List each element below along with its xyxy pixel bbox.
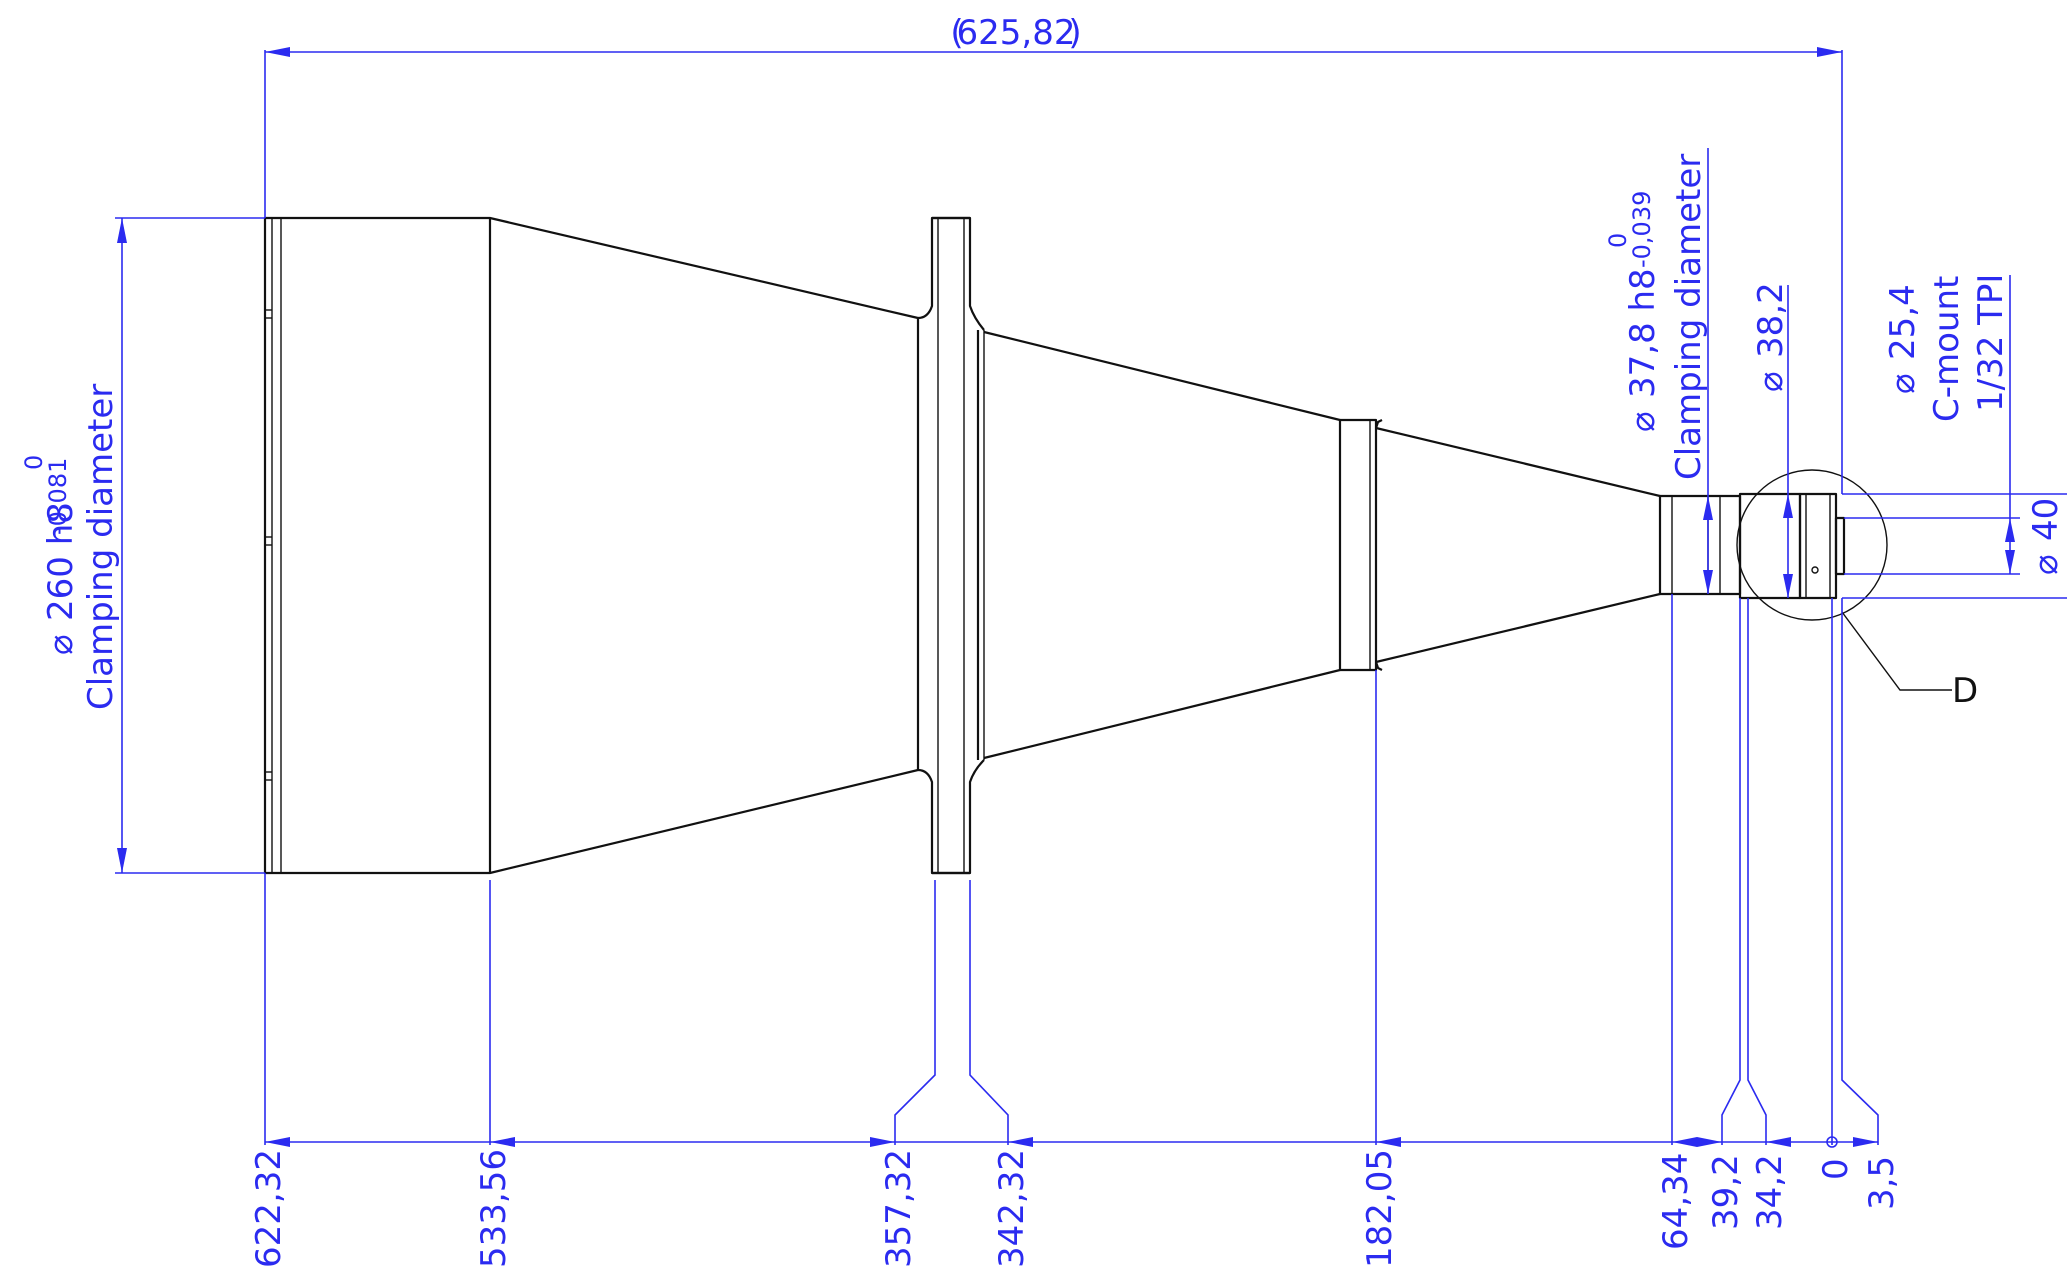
- position-label: 3,5: [1862, 1156, 1902, 1210]
- main-diameter-tol-lower: -0,081: [44, 458, 72, 535]
- collar: [1338, 418, 1378, 672]
- position-label: 34,2: [1750, 1154, 1790, 1230]
- detail-circle: [1736, 469, 1888, 621]
- end-diameter-value: 40: [2026, 498, 2066, 541]
- svg-text:): ): [1068, 13, 1081, 53]
- svg-text:(: (: [950, 13, 963, 53]
- mount-diameter-value: 25,4: [1883, 284, 1923, 360]
- position-label: 533,56: [474, 1149, 514, 1268]
- mount-diameter-line2: C-mount: [1927, 276, 1967, 422]
- small-diameter-dim: ⌀ 38,2: [1751, 282, 1793, 598]
- main-diameter-dim: ⌀ 260 h8 0 -0,081 Clamping diameter: [20, 217, 265, 874]
- mount-diameter-symbol: ⌀: [1883, 374, 1923, 394]
- overall-length-dim: ( 625,82 ): [264, 13, 1843, 494]
- detail-callout: D: [1736, 469, 1978, 711]
- mid-diameter-label: Clamping diameter: [1669, 154, 1709, 480]
- main-cylinder: [263, 216, 492, 875]
- position-label: 0: [1816, 1158, 1856, 1180]
- mid-diameter-tol-upper: 0: [1604, 233, 1632, 248]
- position-label: 182,05: [1360, 1149, 1400, 1268]
- position-label: 64,34: [1656, 1153, 1696, 1250]
- mid-diameter-dim: ⌀ 37,8 h8 0 -0,039 Clamping diameter: [1604, 148, 1713, 594]
- position-label: 622,32: [249, 1149, 289, 1268]
- end-diameter-symbol: ⌀: [2026, 555, 2066, 575]
- small-diameter-symbol: ⌀: [1751, 372, 1791, 392]
- mid-diameter-symbol: ⌀: [1623, 412, 1663, 432]
- mid-diameter-value: 37,8 h8: [1623, 268, 1663, 398]
- mid-diameter-tol-lower: -0,039: [1628, 191, 1656, 268]
- mount-diameter-line3: 1/32 TPI: [1971, 274, 2011, 412]
- main-diameter-value: 260 h8: [41, 502, 81, 621]
- flange-bottom: [917, 759, 985, 875]
- position-label: 357,32: [879, 1149, 919, 1268]
- position-labels: 622,32 533,56 357,32 342,32 182,05 64,34…: [249, 1149, 1902, 1268]
- main-diameter-symbol: ⌀: [41, 635, 81, 655]
- main-diameter-label: Clamping diameter: [81, 384, 121, 710]
- flange-top: [917, 216, 985, 331]
- detail-label: D: [1952, 671, 1978, 711]
- mount-diameter-dim: ⌀ 25,4 C-mount 1/32 TPI: [1844, 274, 2020, 575]
- end-diameter-dim: ⌀ 40: [1842, 493, 2067, 599]
- position-label: 342,32: [992, 1149, 1032, 1268]
- main-diameter-tol-upper: 0: [20, 455, 48, 470]
- position-label: 39,2: [1706, 1154, 1746, 1230]
- position-extension-lines: [264, 594, 1879, 1148]
- overall-length-value: 625,82: [957, 13, 1076, 53]
- small-diameter-value: 38,2: [1751, 282, 1791, 358]
- part-outline: [263, 216, 1846, 875]
